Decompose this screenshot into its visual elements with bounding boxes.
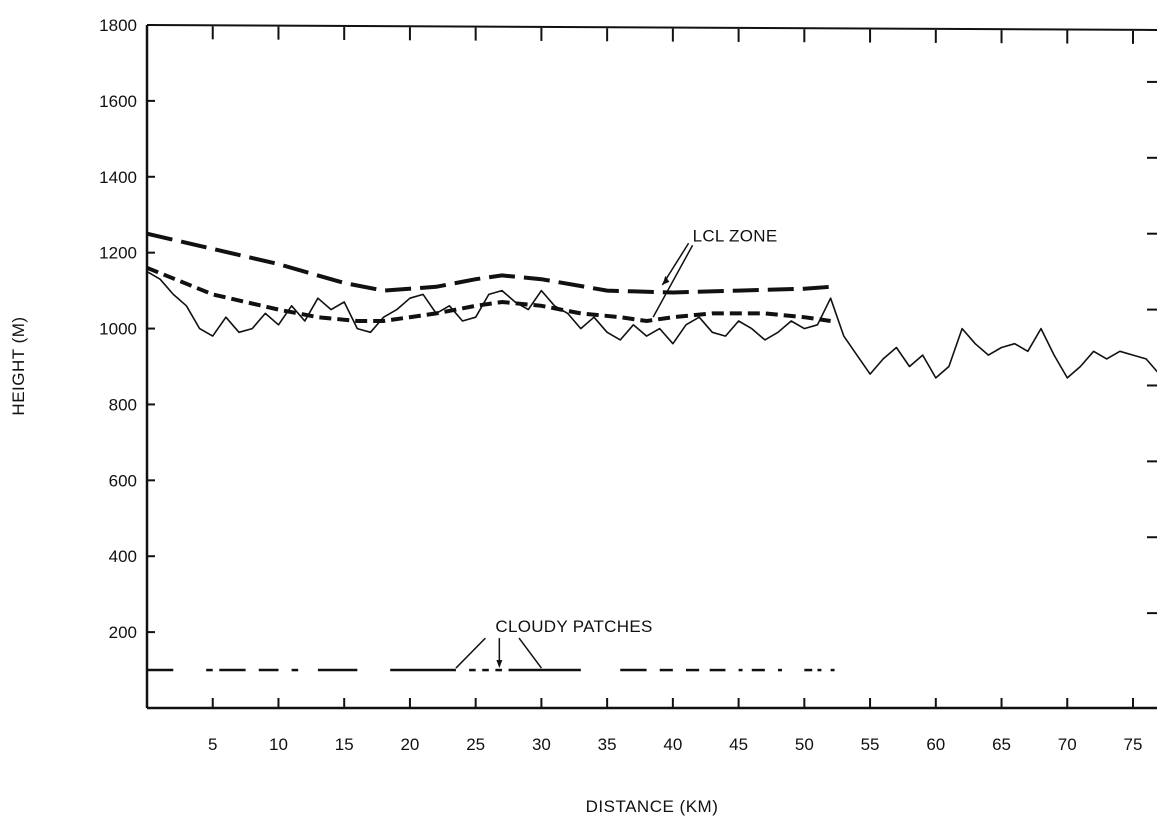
x-tick-label: 35	[598, 735, 617, 754]
series-line-short-dash	[146, 265, 831, 324]
right-ticks	[1147, 80, 1157, 615]
annotations: LCL ZONE CLOUDY PATCHES	[455, 226, 778, 669]
top-frame-line	[146, 24, 1157, 31]
annotation-label: LCL ZONE	[693, 226, 778, 245]
x-tick-label: 30	[532, 735, 551, 754]
lcl-leader-line	[652, 244, 694, 318]
series-line-solid-noisy	[146, 270, 1157, 379]
y-tick-label: 800	[109, 395, 137, 414]
axes	[145, 24, 1157, 710]
x-tick-label: 65	[992, 735, 1011, 754]
series-layer	[146, 231, 1157, 379]
x-tick-label: 10	[269, 735, 288, 754]
cloud-leader-line	[518, 637, 543, 669]
x-tick-label: 55	[861, 735, 880, 754]
y-tick-label: 1400	[99, 168, 137, 187]
x-tick-label: 45	[729, 735, 748, 754]
x-tick-label: 20	[400, 735, 419, 754]
series-line-long-dash	[146, 231, 831, 295]
y-tick-label: 1800	[99, 16, 137, 35]
x-ticks: 5 10 15 20 25 30 35 40 45 50 55 60 65 70 75	[208, 26, 1142, 754]
y-tick-label: 400	[109, 547, 137, 566]
y-tick-label: 1000	[99, 320, 137, 339]
y-ticks: 200 400 600 800 1000 1200 1400 1600 1800	[99, 16, 155, 642]
x-tick-label: 15	[335, 735, 354, 754]
x-tick-label: 70	[1058, 735, 1077, 754]
x-tick-label: 75	[1124, 735, 1143, 754]
y-tick-label: 200	[109, 623, 137, 642]
y-tick-label: 600	[109, 471, 137, 490]
x-tick-label: 60	[926, 735, 945, 754]
x-tick-label: 5	[208, 735, 217, 754]
x-axis-title: DISTANCE (KM)	[586, 797, 719, 816]
annotation-label: CLOUDY PATCHES	[495, 617, 652, 636]
cloud-arrowhead	[496, 660, 503, 669]
x-tick-label: 50	[795, 735, 814, 754]
y-axis-title: HEIGHT (M)	[9, 316, 28, 415]
cloud-leader-line	[455, 637, 486, 669]
lcl-arrowhead	[662, 275, 670, 285]
y-tick-label: 1600	[99, 92, 137, 111]
x-tick-label: 40	[663, 735, 682, 754]
y-tick-label: 1200	[99, 244, 137, 263]
x-tick-label: 25	[466, 735, 485, 754]
